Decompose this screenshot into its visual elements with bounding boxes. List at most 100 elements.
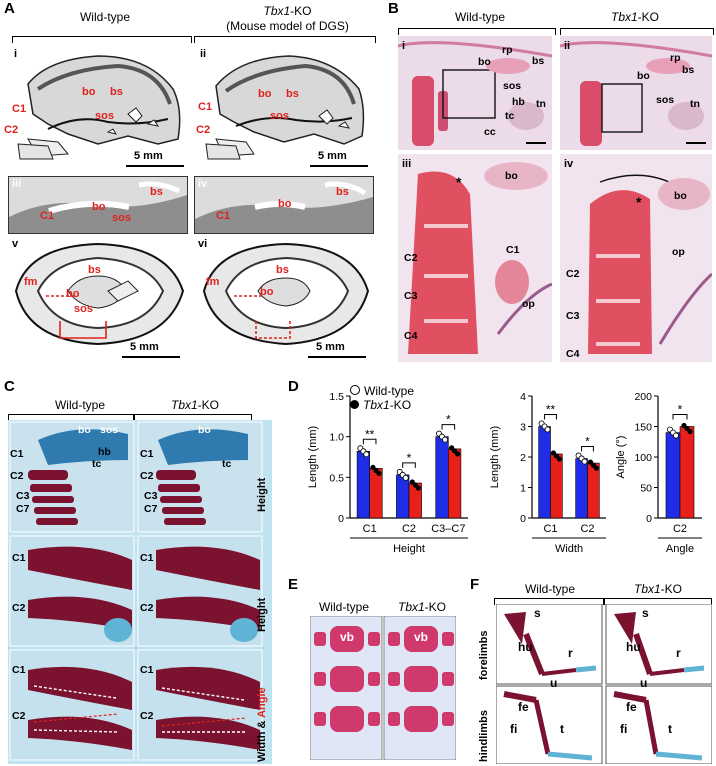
y-tick-label: 150 bbox=[634, 422, 652, 434]
label-c3: C3 bbox=[404, 290, 418, 302]
y-axis-label: Angle (°) bbox=[615, 436, 627, 479]
label-bs: bs bbox=[276, 264, 289, 276]
data-point-wildtype bbox=[581, 458, 588, 465]
panel-a-v-skull-base-wt bbox=[14, 242, 185, 346]
significance-label: * bbox=[407, 451, 412, 465]
label-c2: C2 bbox=[140, 470, 154, 482]
panel-a-header-wt: Wild-type bbox=[79, 10, 130, 24]
panel-label-b: B bbox=[388, 0, 399, 17]
data-point-wildtype bbox=[363, 451, 370, 458]
label-fe: fe bbox=[518, 700, 529, 714]
y-tick-label: 1.0 bbox=[329, 432, 344, 444]
label-bo: bo bbox=[278, 198, 292, 210]
label-c1: C1 bbox=[12, 103, 27, 115]
row-label-width-angle: Width & Angle bbox=[256, 687, 268, 762]
panel-label-e: E bbox=[288, 576, 299, 593]
label-c7: C7 bbox=[16, 503, 30, 515]
bar-wildtype bbox=[665, 432, 681, 519]
scale-bar bbox=[310, 165, 368, 167]
y-tick-label: 50 bbox=[640, 483, 652, 495]
group-label: Height bbox=[393, 543, 425, 555]
group-label: Angle bbox=[666, 543, 694, 555]
label-bo: bo bbox=[92, 201, 106, 213]
bar-wildtype bbox=[575, 458, 588, 519]
label-bo: bo bbox=[637, 70, 650, 82]
panel-b-sub-iii: iii bbox=[402, 158, 412, 170]
label-bo: bo bbox=[674, 190, 687, 202]
label-c2: C2 bbox=[140, 710, 154, 722]
row-label-hindlimbs: hindlimbs bbox=[478, 710, 490, 762]
label-tc: tc bbox=[222, 458, 232, 470]
panel-b-iv-histology-zoom-ko bbox=[560, 154, 712, 362]
y-tick-label: 3 bbox=[520, 422, 526, 434]
label-c7: C7 bbox=[144, 503, 158, 515]
label-fm: fm bbox=[24, 276, 38, 288]
panel-a-iii-zoom-wt bbox=[8, 176, 188, 234]
data-point-tbx1-ko bbox=[556, 456, 563, 462]
label-c1: C1 bbox=[140, 664, 154, 676]
bar-tbx1-ko bbox=[587, 462, 600, 519]
significance-label: ** bbox=[546, 403, 556, 417]
label-s: s bbox=[534, 606, 541, 620]
label-bs: bs bbox=[110, 86, 123, 98]
label-bo: bo bbox=[505, 170, 518, 182]
panel-a-sub-ii: ii bbox=[200, 48, 207, 60]
label-bs: bs bbox=[286, 88, 299, 100]
label-tc: tc bbox=[92, 458, 102, 470]
label-c1: C1 bbox=[10, 448, 24, 460]
significance-label: * bbox=[446, 413, 451, 427]
y-axis-label: Length (mm) bbox=[307, 426, 319, 488]
x-tick-label: C3–C7 bbox=[431, 523, 465, 535]
asterisk-mark: * bbox=[456, 174, 462, 190]
scale-bar bbox=[122, 356, 180, 358]
panel-label-c: C bbox=[4, 378, 15, 395]
scale-bar bbox=[526, 142, 546, 144]
label-s: s bbox=[642, 606, 649, 620]
significance-bracket bbox=[362, 438, 377, 445]
group-label: Width bbox=[555, 543, 583, 555]
significance-bracket bbox=[441, 424, 456, 430]
panel-label-f: F bbox=[470, 576, 480, 593]
significance-label: * bbox=[678, 403, 683, 417]
label-c4: C4 bbox=[404, 330, 418, 342]
panel-f-bracket-ko bbox=[604, 598, 712, 605]
data-point-tbx1-ko bbox=[376, 470, 382, 476]
data-point-wildtype bbox=[442, 436, 449, 443]
bar-wildtype bbox=[435, 436, 449, 519]
label-bo: bo bbox=[78, 424, 91, 436]
scale-bar bbox=[126, 165, 184, 167]
data-point-tbx1-ko bbox=[687, 428, 693, 435]
label-c3: C3 bbox=[16, 490, 30, 502]
legend-filled-circle-icon bbox=[350, 400, 359, 409]
legend-item-ko: Tbx1-KO bbox=[350, 398, 414, 412]
scale-bar bbox=[686, 142, 706, 144]
label-c1: C1 bbox=[140, 448, 154, 460]
label-hu: hu bbox=[518, 640, 533, 654]
label-vb: vb bbox=[414, 630, 429, 644]
significance-label: * bbox=[585, 435, 590, 449]
panel-b-bracket-wt bbox=[398, 28, 556, 35]
panel-a-ii-ct-skull-ko bbox=[205, 55, 365, 160]
panel-b-sub-i: i bbox=[402, 40, 406, 52]
label-c2: C2 bbox=[140, 602, 154, 614]
x-tick-label: C1 bbox=[363, 523, 377, 535]
label-t: t bbox=[668, 722, 672, 736]
panel-label-a: A bbox=[4, 0, 15, 17]
x-tick-label: C2 bbox=[673, 523, 687, 535]
label-c2: C2 bbox=[10, 470, 24, 482]
scale-bar-label: 5 mm bbox=[316, 341, 345, 353]
panel-a-i-ct-skull-wt bbox=[17, 55, 181, 160]
label-hu: hu bbox=[626, 640, 641, 654]
panel-a-iv-zoom-ko bbox=[194, 176, 374, 234]
bar-wildtype bbox=[396, 474, 410, 519]
row-label-forelimbs: forelimbs bbox=[478, 630, 490, 680]
bar-tbx1-ko bbox=[448, 448, 462, 519]
bar-wildtype bbox=[356, 451, 370, 519]
panel-f-limb-stains bbox=[496, 604, 712, 764]
panel-a-vi-skull-base-ko bbox=[202, 242, 370, 346]
panel-f-header-wt: Wild-type bbox=[524, 582, 575, 596]
label-bo: bo bbox=[258, 88, 272, 100]
label-sos: sos bbox=[270, 110, 289, 122]
y-tick-label: 0 bbox=[520, 513, 526, 525]
